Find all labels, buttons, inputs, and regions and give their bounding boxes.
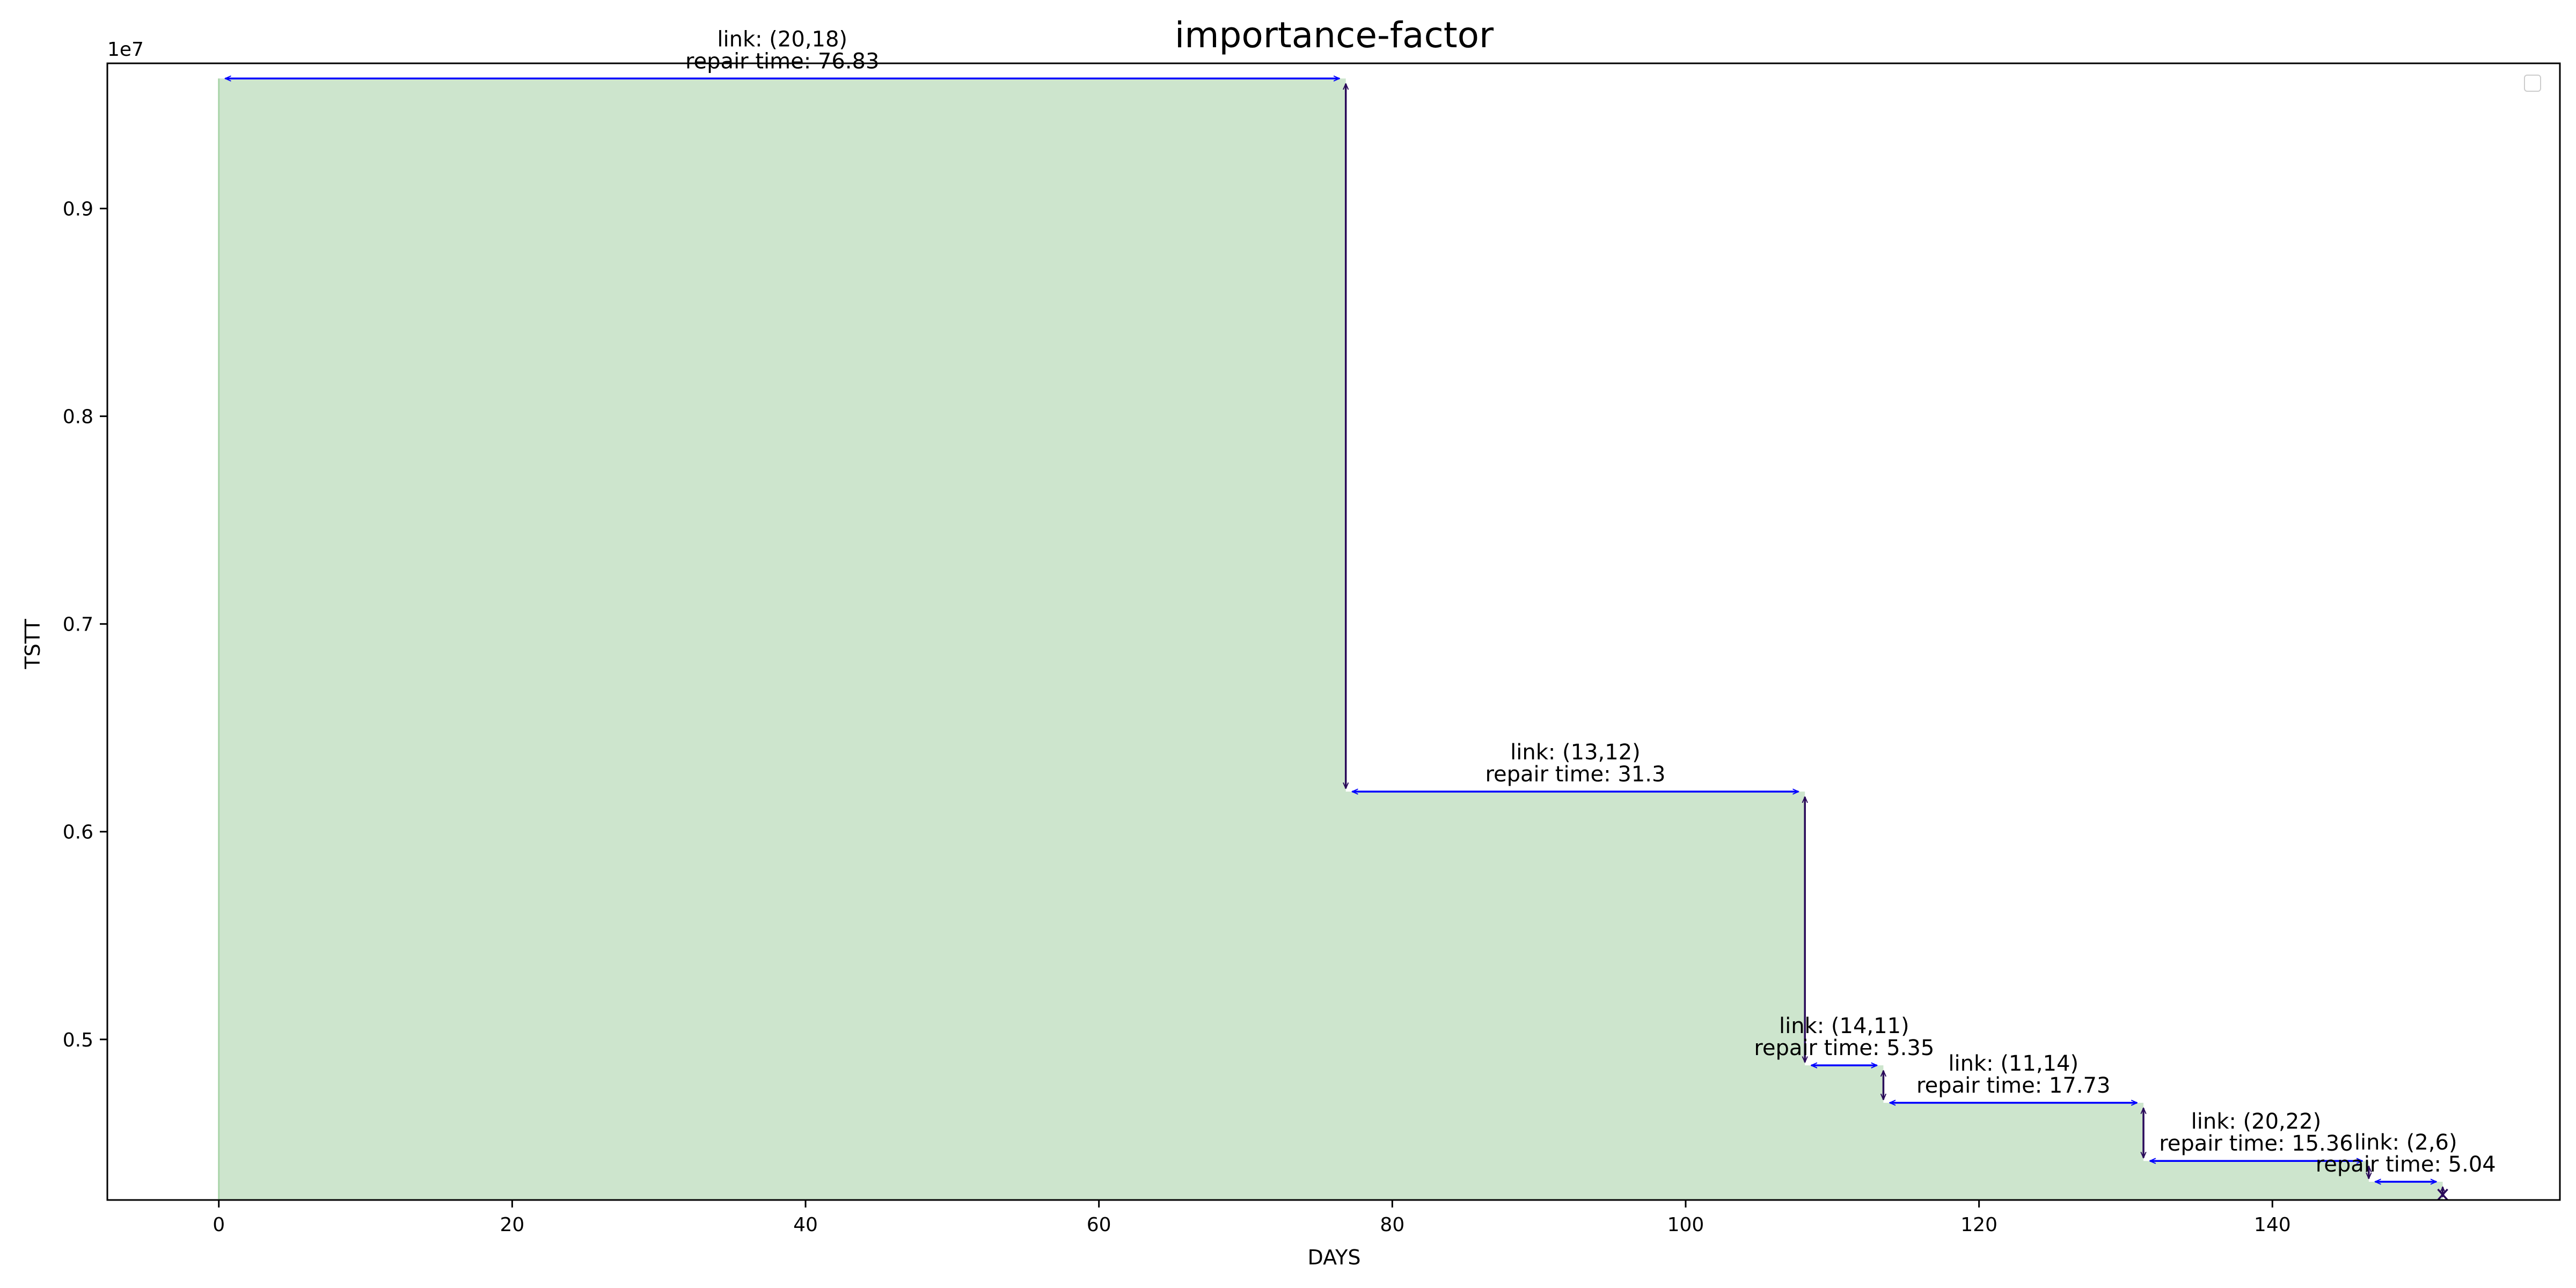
area-layer bbox=[218, 78, 2443, 1201]
repair-time-label: repair time: 5.04 bbox=[2316, 1152, 2496, 1177]
y-tick-label: 0.7 bbox=[63, 614, 93, 636]
end-point-marker bbox=[2437, 1188, 2448, 1201]
x-tick-label: 40 bbox=[793, 1214, 818, 1236]
repair-time-label: repair time: 31.3 bbox=[1485, 762, 1665, 787]
x-tick-label: 80 bbox=[1380, 1214, 1404, 1236]
y-tick-label: 0.9 bbox=[63, 199, 93, 221]
arrow-layer bbox=[225, 78, 2448, 1201]
link-label: link: (2,6) bbox=[2354, 1130, 2457, 1155]
x-tick-label: 0 bbox=[213, 1214, 225, 1236]
link-label: link: (20,22) bbox=[2191, 1109, 2322, 1134]
x-tick-label: 140 bbox=[2254, 1214, 2291, 1236]
repair-time-label: repair time: 5.35 bbox=[1754, 1036, 1934, 1060]
repair-time-label: repair time: 15.36 bbox=[2159, 1131, 2353, 1156]
x-tick-label: 60 bbox=[1087, 1214, 1111, 1236]
legend-box bbox=[2524, 75, 2541, 92]
axes-layer: 0 20 40 60 80 100 120 140 0.5 0.6 0.7 0.8 0.9 bbox=[63, 62, 2561, 1236]
x-tick-label: 100 bbox=[1667, 1214, 1704, 1236]
x-tick-label: 20 bbox=[500, 1214, 524, 1236]
link-label: link: (20,18) bbox=[717, 27, 847, 52]
x-axis-title: DAYS bbox=[1308, 1246, 1361, 1269]
label-layer: link: (20,18)repair time: 76.83 link: (13… bbox=[685, 27, 2496, 1177]
plot-frame bbox=[106, 62, 2561, 1201]
tstt-area bbox=[218, 78, 2443, 1201]
repair-time-label: repair time: 76.83 bbox=[685, 49, 879, 74]
x-tick-label: 120 bbox=[1960, 1214, 1997, 1236]
y-tick-label: 0.6 bbox=[63, 822, 93, 844]
chart-title: importance-factor bbox=[1175, 14, 1494, 56]
y-offset-text: 1e7 bbox=[107, 39, 144, 61]
y-tick-label: 0.8 bbox=[63, 406, 93, 428]
y-axis-title: TSTT bbox=[21, 619, 45, 670]
link-label: link: (14,11) bbox=[1779, 1014, 1909, 1038]
y-tick-label: 0.5 bbox=[63, 1029, 93, 1051]
repair-time-label: repair time: 17.73 bbox=[1916, 1073, 2110, 1098]
link-label: link: (11,14) bbox=[1948, 1051, 2079, 1076]
link-label: link: (13,12) bbox=[1510, 740, 1641, 765]
